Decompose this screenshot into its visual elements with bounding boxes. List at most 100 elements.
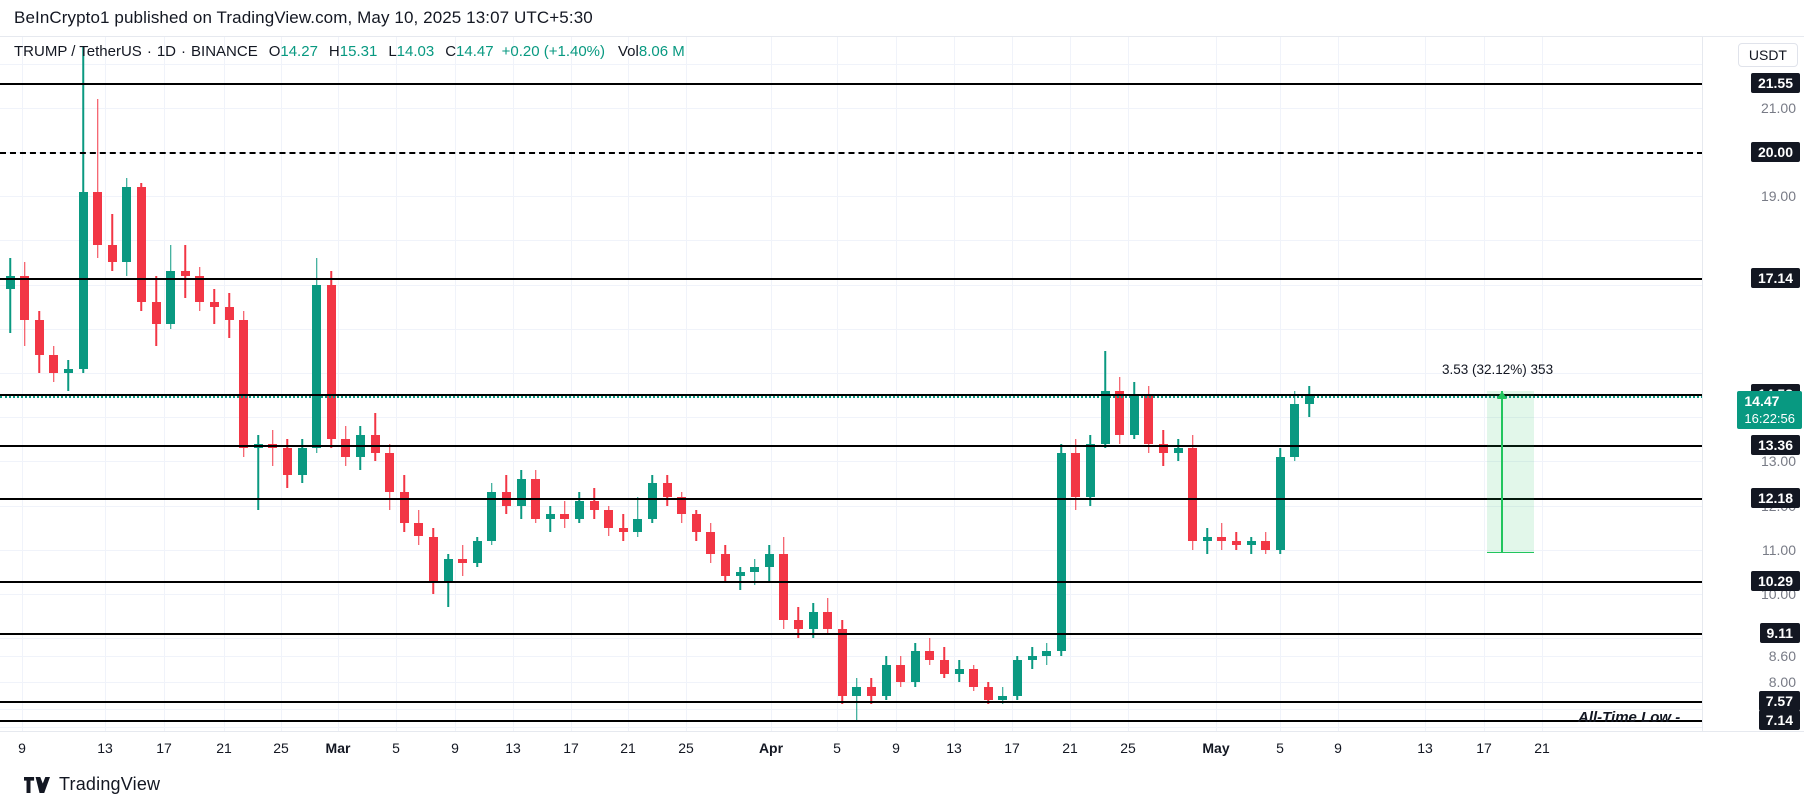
candlestick [735, 37, 745, 731]
time-axis-label: 25 [1120, 740, 1136, 756]
price-level-badge[interactable]: 12.18 [1750, 487, 1800, 508]
price-level-badge[interactable]: 9.11 [1759, 623, 1800, 644]
candlestick [443, 37, 453, 731]
price-level-line[interactable] [0, 720, 1703, 723]
price-level-badge[interactable]: 21.55 [1750, 73, 1800, 94]
candle-body [896, 664, 906, 683]
time-axis-label: 9 [1334, 740, 1342, 756]
candlestick [282, 37, 292, 731]
price-level-line[interactable] [0, 445, 1703, 448]
legend-separator-2: · [181, 43, 187, 60]
candlestick [63, 37, 73, 731]
candlestick [954, 37, 964, 731]
candlestick [180, 37, 190, 731]
time-axis-label: 9 [892, 740, 900, 756]
candlestick [823, 37, 833, 731]
price-level-line[interactable] [0, 497, 1703, 500]
currency-chip[interactable]: USDT [1737, 43, 1798, 67]
candlestick [516, 37, 526, 731]
candlestick [224, 37, 234, 731]
bar-countdown-timer: 16:22:56 [1744, 411, 1795, 427]
grid-line-vertical [455, 37, 456, 731]
price-level-line[interactable] [0, 393, 1703, 396]
tradingview-wordmark: TradingView [59, 774, 161, 794]
grid-line-vertical [224, 37, 225, 731]
candlestick [1173, 37, 1183, 731]
price-level-badge[interactable]: 7.14 [1758, 710, 1800, 731]
price-level-line[interactable] [0, 83, 1703, 86]
legend-exchange[interactable]: BINANCE [191, 43, 258, 60]
candle-body [49, 355, 59, 373]
candle-body [545, 514, 555, 519]
candle-wick [856, 677, 858, 723]
time-axis[interactable]: 9 13 17 21 25 Mar 5 9 13 17 21 25 Apr 5 9 13 17 21 25 May 5 9… [0, 731, 1804, 768]
grid-line-vertical [396, 37, 397, 731]
candle-body [458, 558, 468, 563]
measurement-horizontal-line [1487, 551, 1534, 554]
candlestick [1056, 37, 1066, 731]
time-axis-label: 9 [18, 740, 26, 756]
price-level-line[interactable] [0, 701, 1703, 704]
candle-wick [96, 98, 99, 258]
candlestick [1261, 37, 1271, 731]
chart-plot-area[interactable]: 3.53 (32.12%) 353 All-Time Low - [0, 37, 1703, 731]
candlestick [1290, 37, 1300, 731]
candle-wick [213, 288, 216, 325]
candle-body [1173, 448, 1183, 453]
candle-body [312, 284, 322, 449]
candlestick [458, 37, 468, 731]
price-level-line[interactable] [0, 151, 1703, 154]
candlestick [1304, 37, 1314, 731]
candle-body [341, 439, 351, 457]
legend-change: +0.20 (+1.40%) [501, 43, 605, 60]
live-price-badge[interactable]: 14.47 16:22:56 [1737, 391, 1802, 430]
candle-body [1275, 456, 1285, 550]
candlestick [472, 37, 482, 731]
candle-body [1115, 390, 1125, 435]
price-level-line[interactable] [0, 581, 1703, 584]
candle-wick [67, 359, 70, 391]
grid-line-vertical [105, 37, 106, 731]
candlestick [93, 37, 103, 731]
candlestick [1144, 37, 1154, 731]
candlestick [1042, 37, 1052, 731]
candlestick [414, 37, 424, 731]
price-level-badge[interactable]: 17.14 [1750, 268, 1800, 289]
price-axis-tick: 21.00 [1760, 99, 1796, 116]
time-axis-label: 9 [451, 740, 459, 756]
legend-volume-key: Vol [618, 43, 639, 60]
candlestick [1275, 37, 1285, 731]
candle-body [414, 523, 424, 537]
candlestick [166, 37, 176, 731]
grid-line-vertical [1280, 37, 1281, 731]
legend-interval[interactable]: 1D [156, 43, 177, 60]
grid-line-horizontal [0, 638, 1703, 640]
time-axis-label: 17 [156, 740, 172, 756]
candlestick [1027, 37, 1037, 731]
time-axis-label: Apr [758, 740, 784, 756]
tradingview-logo[interactable]: TradingView [24, 774, 160, 795]
candle-body [224, 306, 234, 320]
candle-wick [9, 258, 11, 334]
price-level-badge[interactable]: 13.36 [1750, 435, 1800, 456]
candlestick [662, 37, 672, 731]
price-level-badge[interactable]: 7.57 [1758, 691, 1800, 712]
candlestick [487, 37, 497, 731]
grid-line-horizontal [0, 682, 1703, 684]
legend-symbol[interactable]: TRUMP / TetherUS [14, 43, 142, 60]
grid-line-vertical [837, 37, 838, 731]
price-level-badge[interactable]: 20.00 [1750, 141, 1800, 162]
price-level-line[interactable] [0, 633, 1703, 636]
grid-line-vertical [1425, 37, 1426, 731]
price-axis[interactable]: USDT 21.0019.0013.0012.0011.0010.008.608… [1702, 37, 1804, 731]
time-axis-label: 17 [563, 740, 579, 756]
legend-close-value: 14.47 [456, 43, 494, 60]
candlestick [78, 37, 88, 731]
candlestick [560, 37, 570, 731]
price-level-line[interactable] [0, 396, 1703, 399]
live-price-value: 14.47 [1744, 393, 1780, 410]
price-level-badge[interactable]: 10.29 [1750, 571, 1800, 592]
candlestick [866, 37, 876, 731]
price-level-line[interactable] [0, 278, 1703, 281]
candle-body [677, 496, 687, 515]
